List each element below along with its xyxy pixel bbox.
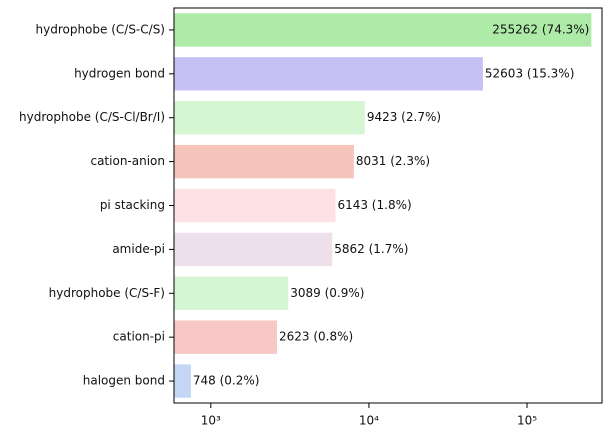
value-label: 8031 (2.3%) [356, 154, 430, 168]
bar [174, 364, 191, 398]
y-tick-label: cation-anion [90, 154, 165, 168]
bar [174, 276, 289, 310]
x-tick-label: 10³ [201, 414, 221, 428]
y-tick-label: hydrophobe (C/S-C/S) [36, 22, 166, 36]
value-label: 52603 (15.3%) [485, 66, 574, 80]
x-tick-label: 10⁴ [359, 414, 379, 428]
y-tick-label: hydrogen bond [74, 66, 165, 80]
bar [174, 188, 336, 223]
value-label: 6143 (1.8%) [337, 198, 411, 212]
bar [174, 320, 278, 354]
bar [174, 232, 333, 267]
value-label: 9423 (2.7%) [367, 110, 441, 124]
plot-frame [173, 7, 603, 404]
value-label: 5862 (1.7%) [334, 242, 408, 256]
y-tick-label: amide-pi [112, 242, 165, 256]
bar [174, 144, 354, 179]
y-tick-label: hydrophobe (C/S-Cl/Br/I) [19, 110, 165, 124]
bar [174, 101, 365, 135]
y-tick-label: hydrophobe (C/S-F) [49, 286, 165, 300]
value-label: 2623 (0.8%) [279, 330, 353, 344]
x-tick-label: 10⁵ [517, 414, 537, 428]
value-label: 748 (0.2%) [193, 374, 260, 388]
y-tick-label: halogen bond [83, 374, 165, 388]
value-label: 255262 (74.3%) [492, 22, 589, 36]
value-label: 3089 (0.9%) [290, 286, 364, 300]
y-tick-label: cation-pi [113, 330, 165, 344]
bar [174, 57, 483, 91]
y-tick-label: pi stacking [100, 198, 165, 212]
bar [174, 13, 592, 47]
